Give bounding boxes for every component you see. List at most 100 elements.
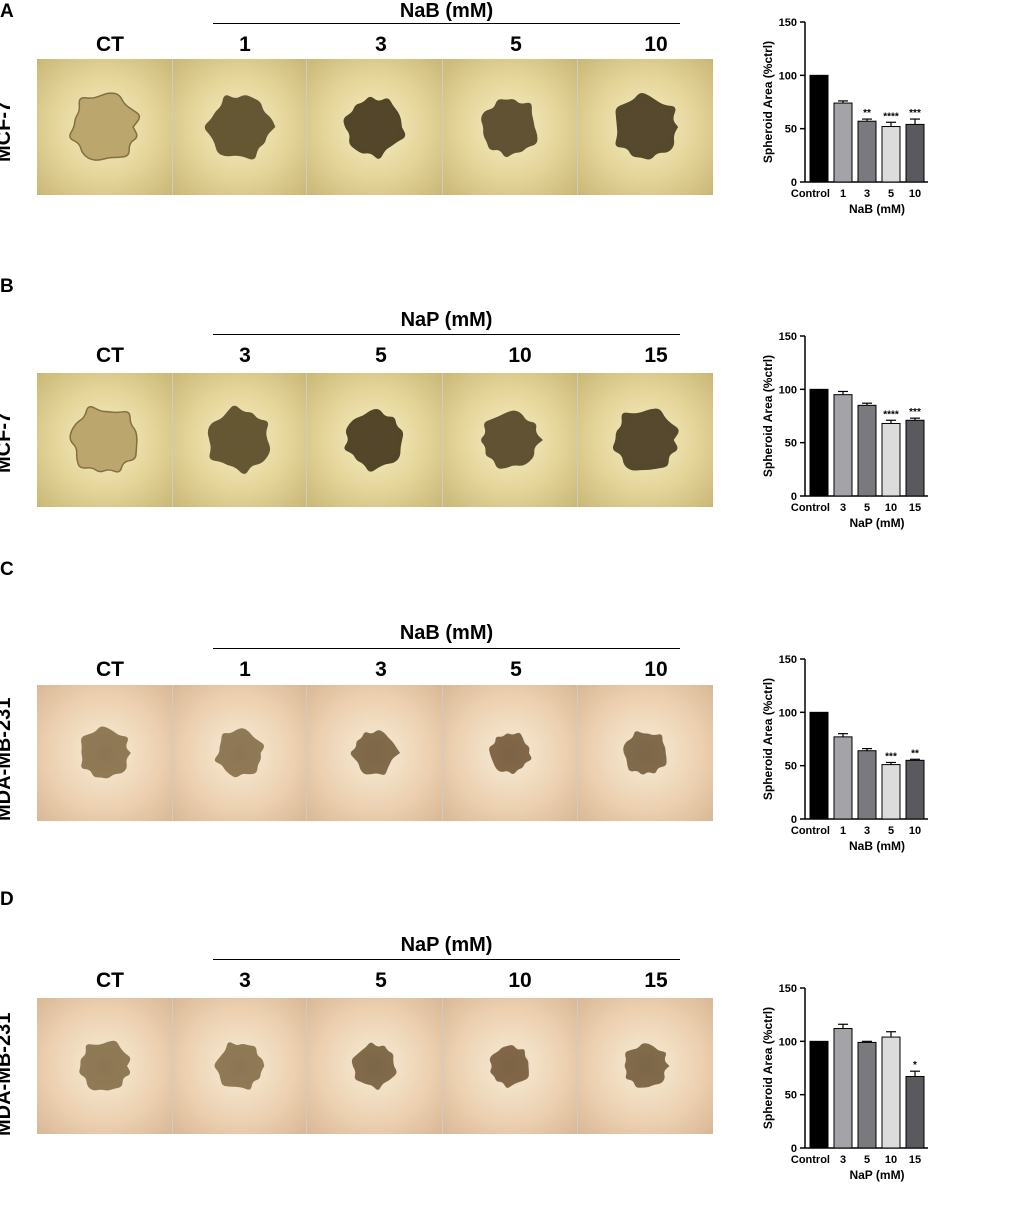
x-tick-label: 3 xyxy=(864,188,870,200)
y-tick-label: 50 xyxy=(785,438,797,450)
significance-label: * xyxy=(913,1060,917,1071)
bar-chart: 0 50 100 150 Control 1 3 *** 5 ** 10 NaB (mM) Sphero… xyxy=(752,649,982,854)
x-tick-label: 5 xyxy=(864,1154,870,1166)
bar xyxy=(833,1028,853,1149)
bar xyxy=(809,711,829,820)
bar xyxy=(809,388,829,497)
bar xyxy=(809,74,829,183)
panel-b: B NaP (mM) CT 3 5 10 15 MCF-7 0 50 100 150 C… xyxy=(0,275,1024,575)
spheroid-micrograph xyxy=(37,685,173,821)
panel-letter: B xyxy=(0,276,14,297)
spheroid-micrograph xyxy=(173,59,307,195)
bar-chart: 0 50 100 150 Control 1 ** 3 **** 5 *** 10 NaB (mM) Sp… xyxy=(752,12,982,217)
x-tick-label: 5 xyxy=(888,188,894,200)
treatment-title: NaP (mM) xyxy=(400,309,493,331)
x-tick-label: Control xyxy=(791,825,830,837)
x-tick-label: 1 xyxy=(840,188,846,200)
panel-letter: A xyxy=(0,1,14,22)
y-tick-label: 50 xyxy=(785,1090,797,1102)
spheroid-micrograph xyxy=(443,373,578,507)
bar xyxy=(881,764,901,820)
x-tick-label: Control xyxy=(791,502,830,514)
panel-a: A NaB (mM) CT 1 3 5 10 MCF-7 0 50 100 150 Co… xyxy=(0,0,1024,300)
spheroid-micrograph xyxy=(578,373,713,507)
bar xyxy=(905,1076,925,1149)
cell-line-label: MCF-7 xyxy=(0,100,15,162)
bar xyxy=(833,394,853,497)
spheroid-micrograph xyxy=(307,998,443,1134)
y-tick-label: 0 xyxy=(791,814,797,826)
micrograph-strip xyxy=(37,998,713,1134)
y-axis-label: Spheroid Area (%ctrl) xyxy=(761,41,775,163)
y-tick-label: 150 xyxy=(779,17,797,29)
column-label: 10 xyxy=(508,969,532,992)
column-label: 15 xyxy=(644,969,668,992)
x-tick-label: 10 xyxy=(885,502,897,514)
x-tick-label: 15 xyxy=(909,502,921,514)
spheroid-micrograph xyxy=(37,998,173,1134)
bar xyxy=(833,736,853,820)
x-tick-label: 3 xyxy=(864,825,870,837)
x-tick-label: 3 xyxy=(840,502,846,514)
bar xyxy=(857,1041,877,1149)
bar-chart: 0 50 100 150 Control 3 5 **** 10 *** 15 NaP (mM) Sph… xyxy=(752,326,982,531)
spheroid-micrograph xyxy=(443,998,578,1134)
spheroid-micrograph xyxy=(443,685,578,821)
x-tick-label: 5 xyxy=(864,502,870,514)
y-tick-label: 0 xyxy=(791,491,797,503)
x-tick-label: 3 xyxy=(840,1154,846,1166)
x-tick-label: 10 xyxy=(909,188,921,200)
spheroid-micrograph xyxy=(578,685,713,821)
significance-label: ** xyxy=(911,748,919,759)
column-label: 3 xyxy=(375,658,387,681)
column-label: CT xyxy=(96,33,124,56)
micrograph-strip xyxy=(37,685,713,821)
spheroid-micrograph xyxy=(173,998,307,1134)
cell-line-label: MCF-7 xyxy=(0,411,15,473)
x-axis-label: NaB (mM) xyxy=(849,202,905,216)
bar xyxy=(881,126,901,183)
column-label: 5 xyxy=(375,344,387,367)
panel-letter: C xyxy=(0,559,14,580)
bar xyxy=(881,1036,901,1149)
significance-label: *** xyxy=(909,108,921,119)
treatment-bracket xyxy=(213,334,680,335)
significance-label: ** xyxy=(863,108,871,119)
column-label: 5 xyxy=(510,658,522,681)
micrograph-strip xyxy=(37,59,713,195)
column-label: 5 xyxy=(510,33,522,56)
y-tick-label: 150 xyxy=(779,331,797,343)
column-label: 10 xyxy=(644,658,668,681)
significance-label: **** xyxy=(883,111,899,122)
significance-label: *** xyxy=(909,407,921,418)
column-label: 10 xyxy=(508,344,532,367)
x-tick-label: 5 xyxy=(888,825,894,837)
panel-d: D NaP (mM) CT 3 5 10 15 MDA-MB-231 0 50 10… xyxy=(0,888,1024,1206)
treatment-bracket xyxy=(213,959,680,960)
panel-letter: D xyxy=(0,889,14,910)
x-axis-label: NaP (mM) xyxy=(849,1168,904,1182)
column-label: CT xyxy=(96,658,124,681)
y-axis-label: Spheroid Area (%ctrl) xyxy=(761,678,775,800)
treatment-title: NaP (mM) xyxy=(400,934,493,956)
y-tick-label: 100 xyxy=(779,70,797,82)
spheroid-micrograph xyxy=(307,373,443,507)
significance-label: *** xyxy=(885,751,897,762)
spheroid-micrograph xyxy=(173,373,307,507)
spheroid-micrograph xyxy=(443,59,578,195)
treatment-title: NaB (mM) xyxy=(399,622,494,644)
spheroid-micrograph xyxy=(173,685,307,821)
spheroid-micrograph xyxy=(37,59,173,195)
y-tick-label: 100 xyxy=(779,1036,797,1048)
x-axis-label: NaB (mM) xyxy=(849,839,905,853)
micrograph-strip xyxy=(37,373,713,507)
bar xyxy=(905,759,925,820)
bar xyxy=(905,123,925,183)
treatment-title: NaB (mM) xyxy=(399,0,494,22)
treatment-bracket xyxy=(213,648,680,649)
column-label: 3 xyxy=(239,969,251,992)
spheroid-micrograph xyxy=(578,59,713,195)
spheroid-micrograph xyxy=(578,998,713,1134)
spheroid-micrograph xyxy=(307,685,443,821)
column-label: 1 xyxy=(239,658,251,681)
